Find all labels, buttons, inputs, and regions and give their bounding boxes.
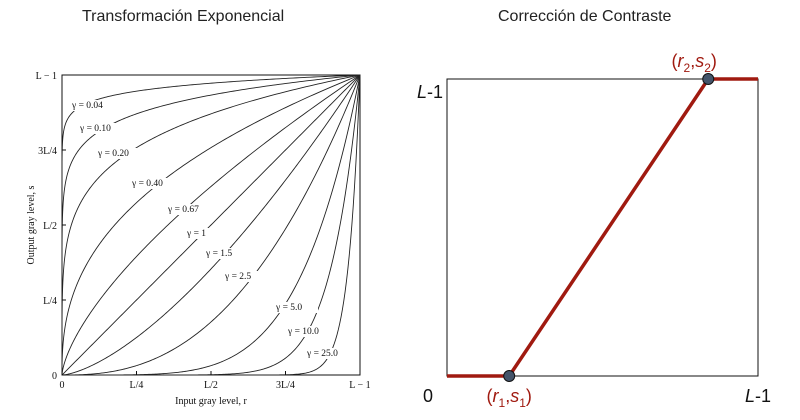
gamma-label-bg: [223, 271, 267, 282]
point-label-r2-s2: (r2,s2): [672, 51, 717, 75]
gamma-label: γ = 1: [186, 229, 206, 239]
gamma-label: γ = 0.10: [79, 124, 111, 134]
gamma-label-bg: [204, 248, 248, 259]
contrast-stretch-line: [447, 77, 758, 378]
y-tick-label: 3L/4: [38, 146, 57, 157]
point-r1-s1: [503, 370, 516, 382]
contrast-chart: 0 L-1 L-1 (r1,s1) (r2,s2): [417, 51, 771, 410]
gamma-chart: γ = 0.04 γ = 0.10 γ = 0.20 γ = 0.40 γ = 0.67…: [26, 71, 371, 407]
gamma-labels: γ = 0.04 γ = 0.10 γ = 0.20 γ = 0.40 γ = 0.67…: [70, 100, 349, 359]
y-tick-label: L/2: [43, 221, 57, 232]
contrast-x-max-label: L-1: [745, 386, 771, 406]
gamma-label-bg: [96, 148, 140, 159]
gamma-label-bg: [185, 228, 229, 239]
x-tick-label: 0: [60, 380, 65, 391]
gamma-x-axis-label: Input gray level, r: [175, 396, 247, 407]
x-tick-label: L/4: [130, 380, 144, 391]
gamma-label: γ = 25.0: [306, 349, 338, 359]
gamma-label-bg: [78, 123, 122, 134]
gamma-curve: [61, 74, 361, 375]
gamma-label: γ = 10.0: [287, 327, 319, 337]
gamma-ticks: 0 L/4 L/2 3L/4 L − 1 0 L/4 L/2 3L/4 L − 1: [36, 71, 371, 391]
gamma-label-bg: [130, 178, 174, 189]
gamma-curve: [61, 74, 361, 376]
contrast-x-origin-label: 0: [423, 386, 433, 406]
gamma-y-axis-label: Output gray level, s: [26, 185, 37, 264]
point-label-r1-s1: (r1,s1): [487, 386, 532, 410]
x-tick-label: 3L/4: [276, 380, 295, 391]
gamma-curve: [61, 74, 361, 375]
gamma-curve: [61, 74, 361, 376]
gamma-label-bg: [166, 204, 210, 215]
gamma-label: γ = 5.0: [275, 303, 302, 313]
contrast-y-max-label: L-1: [417, 82, 443, 102]
y-tick-label: 0: [52, 371, 57, 382]
gamma-label: γ = 2.5: [224, 272, 251, 282]
y-tick-label: L − 1: [36, 71, 57, 82]
gamma-label-bg: [274, 302, 318, 313]
y-tick-label: L/4: [43, 296, 57, 307]
gamma-curve: [61, 74, 361, 375]
contrast-plot-frame: [446, 78, 759, 377]
gamma-label: γ = 1.5: [205, 249, 232, 259]
gamma-label: γ = 0.40: [131, 179, 163, 189]
gamma-label: γ = 0.20: [97, 149, 129, 159]
gamma-curve: [61, 74, 361, 375]
gamma-label-bg: [286, 326, 330, 337]
gamma-curve: [62, 74, 361, 376]
right-chart-title: Corrección de Contraste: [498, 8, 672, 25]
x-tick-label: L − 1: [349, 380, 370, 391]
left-chart-title: Transformación Exponencial: [82, 8, 285, 25]
gamma-label: γ = 0.67: [167, 205, 199, 215]
point-r2-s2: [702, 73, 715, 85]
gamma-curves: [61, 74, 361, 376]
gamma-label-bg: [70, 100, 114, 111]
x-tick-label: L/2: [204, 380, 218, 391]
gamma-label-bg: [305, 348, 349, 359]
gamma-label: γ = 0.04: [71, 101, 103, 111]
